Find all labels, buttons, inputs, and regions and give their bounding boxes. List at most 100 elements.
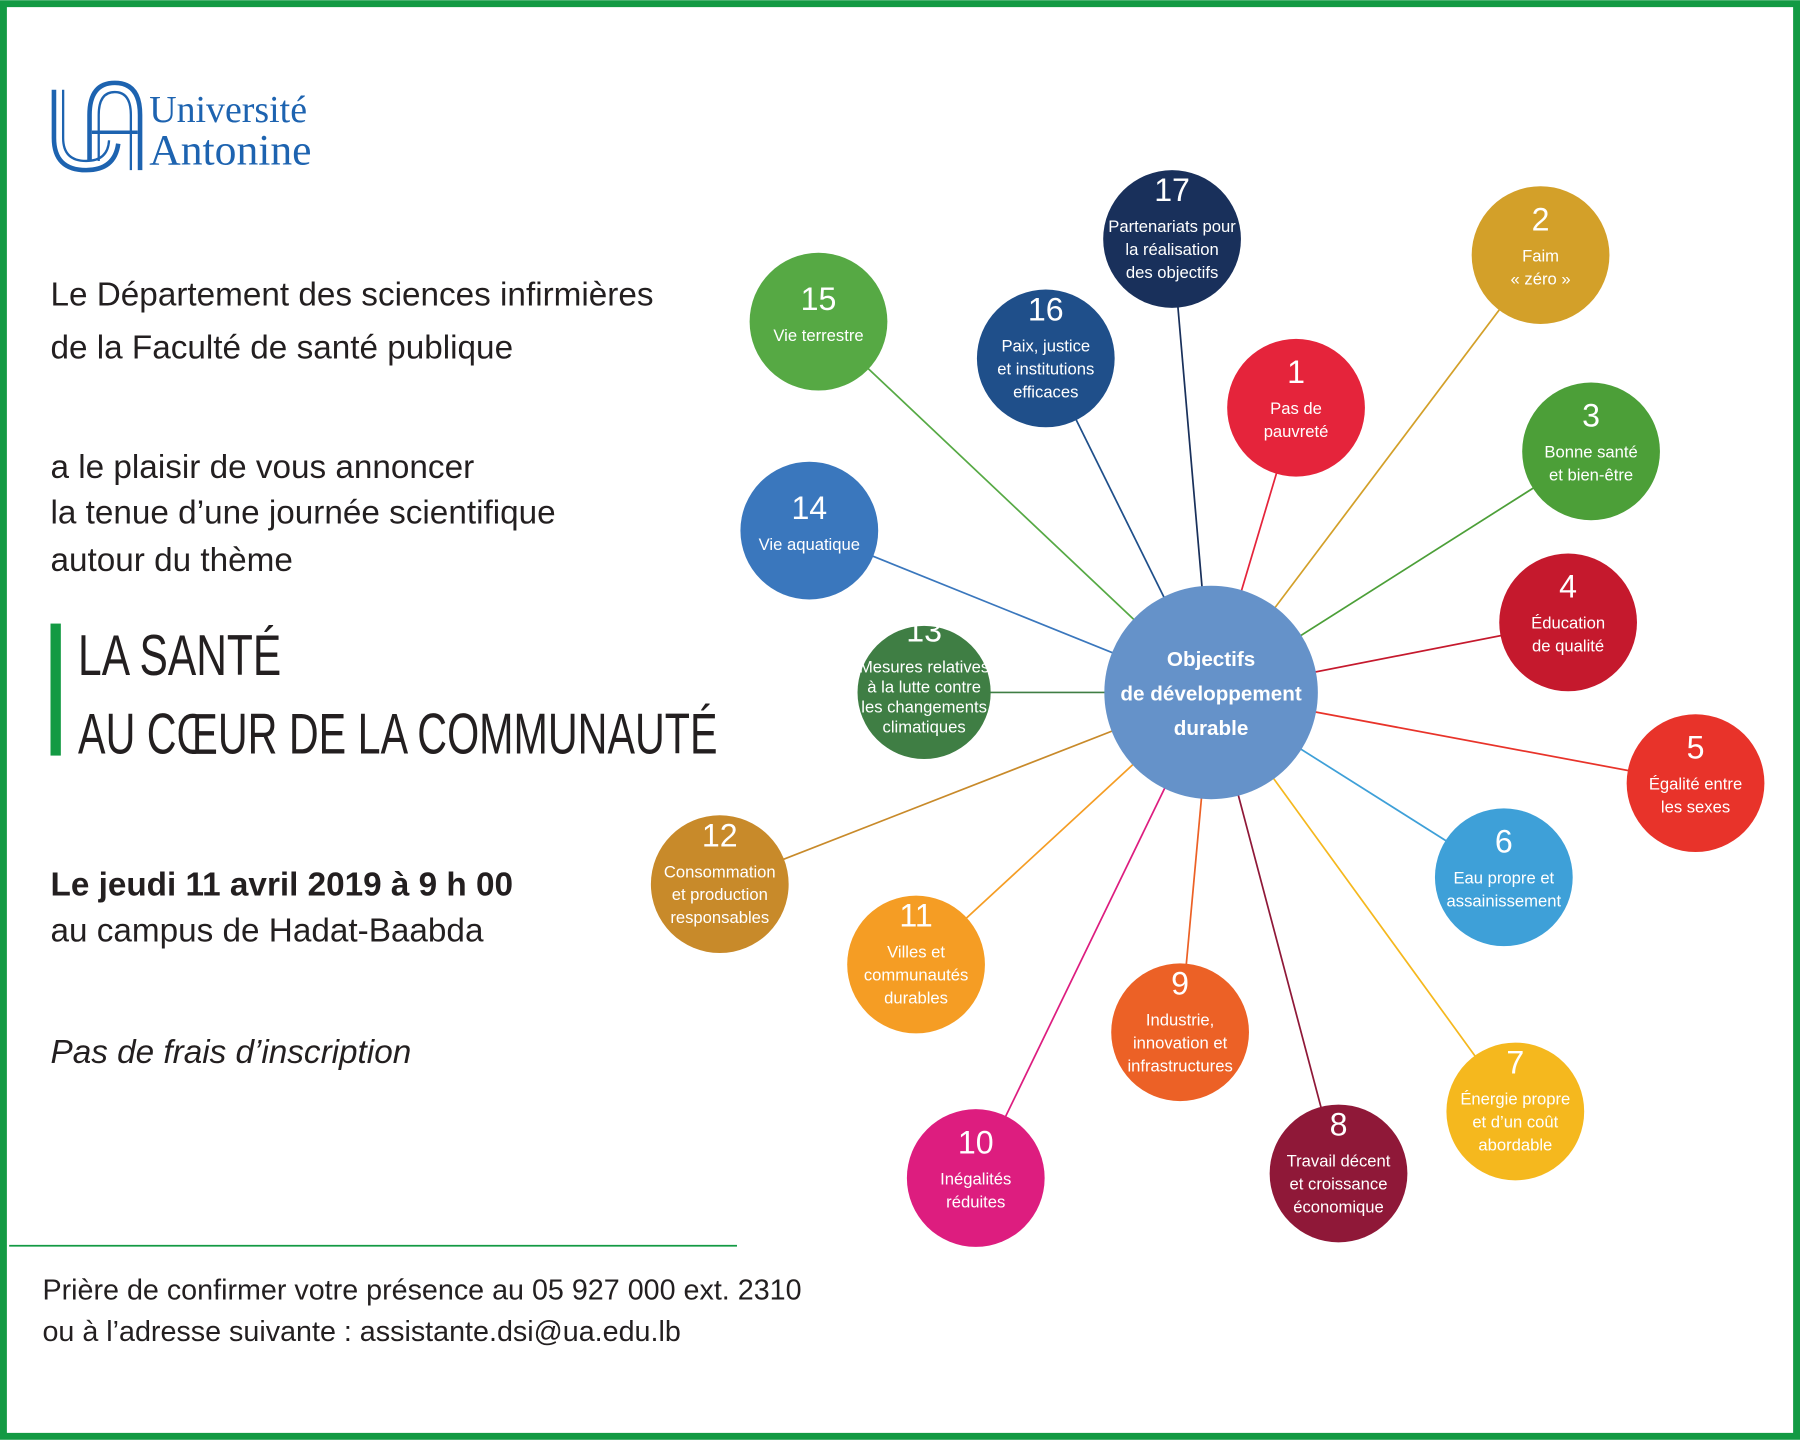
goal-number: 6 bbox=[1495, 824, 1513, 860]
intro-line: Le Département des sciences infirmières bbox=[51, 277, 654, 314]
goal-circle bbox=[857, 625, 991, 760]
goal-number: 7 bbox=[1506, 1045, 1524, 1081]
goal-label: pauvreté bbox=[1264, 422, 1329, 441]
goal-circle bbox=[1522, 382, 1660, 521]
goal: 12 Consommation et production responsables bbox=[650, 815, 789, 954]
goal-number: 11 bbox=[899, 898, 932, 934]
goal-label: de qualité bbox=[1532, 637, 1604, 656]
goal-label: « zéro » bbox=[1511, 269, 1571, 288]
goal: 6 Eau propre et assainissement bbox=[1434, 808, 1573, 947]
goal-circle bbox=[650, 815, 789, 954]
footer-line: Prière de confirmer votre présence au 05… bbox=[42, 1275, 801, 1307]
goal: 1 Pas de pauvreté bbox=[1227, 338, 1365, 477]
goal-label: Faim bbox=[1522, 246, 1559, 265]
logo bbox=[51, 80, 143, 173]
goal: 17 Partenariats pour la réalisation des obj… bbox=[1103, 170, 1241, 308]
goal-number: 14 bbox=[791, 490, 827, 526]
goal-label: Énergie propre bbox=[1460, 1090, 1570, 1109]
hub-text: Objectifs bbox=[1167, 648, 1255, 671]
goal-number: 15 bbox=[801, 281, 837, 317]
goal-label: infrastructures bbox=[1127, 1056, 1232, 1075]
logo-u bbox=[51, 89, 121, 173]
announce-line: la tenue d’une journée scientifique bbox=[51, 495, 556, 532]
logo-a bbox=[87, 80, 143, 171]
goal-label: et institutions bbox=[997, 359, 1094, 378]
goal-label: abordable bbox=[1478, 1135, 1552, 1154]
theme-bar bbox=[50, 623, 61, 756]
goal-label: la réalisation bbox=[1125, 240, 1218, 259]
event-place: au campus de Hadat-Baabda bbox=[51, 913, 484, 950]
goal-number: 12 bbox=[702, 817, 738, 853]
goal-label: Mesures relatives bbox=[859, 657, 989, 676]
goal-circle bbox=[906, 1109, 1045, 1247]
goal: 9 Industrie, innovation et infrastructures bbox=[1111, 963, 1249, 1102]
goal-label: Éducation bbox=[1531, 614, 1605, 633]
hub: Objectifs de développement durable bbox=[1104, 585, 1318, 800]
logo-u-inner bbox=[61, 89, 111, 163]
goal-label: Inégalités bbox=[940, 1169, 1011, 1188]
goal-number: 9 bbox=[1171, 965, 1189, 1001]
goal-circle bbox=[847, 895, 985, 1034]
goal-circle bbox=[1434, 808, 1573, 947]
goal-label: innovation et bbox=[1133, 1033, 1228, 1052]
goal: 11 Villes et communautés durables bbox=[847, 895, 985, 1034]
goal-label: Eau propre et bbox=[1453, 869, 1554, 888]
goal-label: efficaces bbox=[1013, 382, 1078, 401]
fee-note: Pas de frais d’inscription bbox=[51, 1034, 412, 1071]
goal-number: 2 bbox=[1532, 201, 1550, 237]
goal-circle bbox=[976, 289, 1115, 428]
announce-line: a le plaisir de vous annoncer bbox=[51, 449, 475, 486]
goal-label: responsables bbox=[670, 908, 769, 927]
goal-label: Consommation bbox=[664, 862, 776, 881]
theme-line: LA SANTÉ bbox=[78, 624, 281, 688]
logo-text: Université bbox=[149, 89, 307, 131]
goal-circle bbox=[749, 252, 888, 391]
goal-number: 10 bbox=[958, 1124, 994, 1160]
goal-circle bbox=[1626, 714, 1765, 853]
goal-label: des objectifs bbox=[1126, 263, 1218, 282]
event-date: Le jeudi 11 avril 2019 à 9 h 00 bbox=[51, 867, 514, 904]
goal-number: 13 bbox=[906, 612, 942, 648]
goal-label: durables bbox=[884, 989, 948, 1008]
goal-label: et croissance bbox=[1290, 1175, 1388, 1194]
goal: 4 Éducation de qualité bbox=[1499, 553, 1637, 692]
goal-label: à la lutte contre bbox=[867, 677, 981, 696]
goal-circle bbox=[1111, 963, 1249, 1102]
goal-number: 17 bbox=[1154, 172, 1190, 208]
goal-label: Pas de bbox=[1270, 399, 1322, 418]
goal-label: assainissement bbox=[1447, 892, 1562, 911]
goal-label: Vie terrestre bbox=[773, 326, 863, 345]
hub-text: durable bbox=[1174, 717, 1249, 740]
goal-number: 4 bbox=[1559, 569, 1577, 605]
goal-circle bbox=[1103, 170, 1241, 308]
goal: 16 Paix, justice et institutions efficaces bbox=[976, 289, 1115, 428]
goal: 5 Égalité entre les sexes bbox=[1626, 714, 1765, 853]
goal-label: économique bbox=[1293, 1197, 1384, 1216]
goal-label: les changements bbox=[861, 698, 987, 717]
goal: 10 Inégalités réduites bbox=[906, 1109, 1045, 1247]
goal-label: Villes et bbox=[887, 943, 945, 962]
goal-circle bbox=[1269, 1104, 1408, 1243]
goal-label: Travail décent bbox=[1287, 1152, 1391, 1171]
goals: 1 Pas de pauvreté 2 Faim « zéro » 3 Bonne santé… bbox=[650, 170, 1765, 1247]
goal-label: et d’un coût bbox=[1472, 1113, 1558, 1132]
goal-number: 1 bbox=[1287, 354, 1305, 390]
logo-text: Antonine bbox=[149, 126, 311, 174]
goal-label: réduites bbox=[946, 1192, 1005, 1211]
goal-circle bbox=[1227, 338, 1365, 477]
goal-circle bbox=[740, 461, 879, 600]
goal-label: Vie aquatique bbox=[759, 535, 860, 554]
goal-circle bbox=[1446, 1042, 1585, 1181]
hub-text: de développement bbox=[1120, 682, 1301, 705]
goal-label: Égalité entre bbox=[1649, 774, 1742, 793]
goal-number: 16 bbox=[1028, 292, 1064, 328]
goal-label: les sexes bbox=[1661, 797, 1730, 816]
logo-a-inner bbox=[97, 90, 133, 171]
goal: 15 Vie terrestre bbox=[749, 252, 888, 391]
goal-label: et production bbox=[672, 885, 768, 904]
goal-label: et bien-être bbox=[1549, 466, 1633, 485]
goal-circle bbox=[1471, 186, 1610, 324]
